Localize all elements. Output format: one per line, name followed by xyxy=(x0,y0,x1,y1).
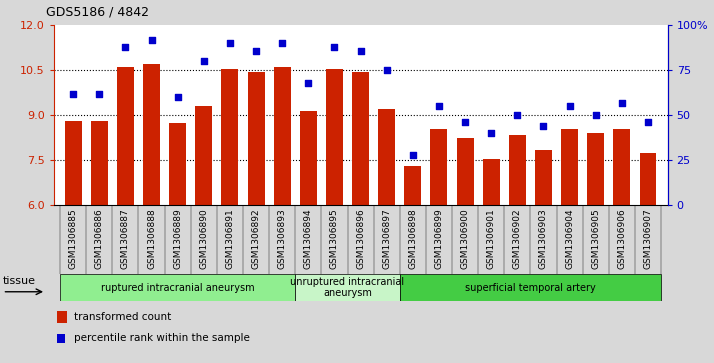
Point xyxy=(486,130,497,136)
Bar xyxy=(65,121,81,205)
Point xyxy=(381,68,393,73)
Bar xyxy=(60,274,296,301)
Text: GSM1306897: GSM1306897 xyxy=(382,208,391,269)
Bar xyxy=(273,68,291,205)
Text: GSM1306895: GSM1306895 xyxy=(330,208,339,269)
Text: GSM1306904: GSM1306904 xyxy=(565,208,574,269)
Text: percentile rank within the sample: percentile rank within the sample xyxy=(74,334,249,343)
Text: GSM1306899: GSM1306899 xyxy=(434,208,443,269)
Point xyxy=(198,58,209,64)
Text: GSM1306889: GSM1306889 xyxy=(174,208,182,269)
Text: GSM1306892: GSM1306892 xyxy=(251,208,261,269)
Text: GSM1306894: GSM1306894 xyxy=(304,208,313,269)
Point xyxy=(251,48,262,53)
Bar xyxy=(640,153,656,205)
Text: GSM1306905: GSM1306905 xyxy=(591,208,600,269)
Point xyxy=(276,40,288,46)
Text: GSM1306888: GSM1306888 xyxy=(147,208,156,269)
Bar xyxy=(117,68,134,205)
Bar xyxy=(221,69,238,205)
Text: GSM1306893: GSM1306893 xyxy=(278,208,287,269)
Bar xyxy=(509,135,526,205)
Text: GSM1306901: GSM1306901 xyxy=(487,208,496,269)
Point xyxy=(512,113,523,118)
Point xyxy=(303,80,314,86)
Bar xyxy=(296,274,400,301)
Point xyxy=(433,103,445,109)
Text: GSM1306906: GSM1306906 xyxy=(618,208,626,269)
Point xyxy=(328,44,340,50)
Point xyxy=(564,103,575,109)
Bar xyxy=(300,111,317,205)
Point xyxy=(120,44,131,50)
Point xyxy=(224,40,236,46)
Text: superficial temporal artery: superficial temporal artery xyxy=(465,283,595,293)
Bar xyxy=(326,69,343,205)
Point xyxy=(643,119,654,125)
Bar xyxy=(404,166,421,205)
Bar xyxy=(56,311,67,323)
Point xyxy=(459,119,471,125)
Bar xyxy=(456,138,473,205)
Bar xyxy=(56,334,65,343)
Text: GSM1306907: GSM1306907 xyxy=(643,208,653,269)
Text: GSM1306887: GSM1306887 xyxy=(121,208,130,269)
Point xyxy=(590,113,601,118)
Bar xyxy=(352,72,369,205)
Bar xyxy=(400,274,661,301)
Text: transformed count: transformed count xyxy=(74,312,171,322)
Text: GSM1306898: GSM1306898 xyxy=(408,208,417,269)
Text: GSM1306902: GSM1306902 xyxy=(513,208,522,269)
Bar xyxy=(378,109,395,205)
Bar xyxy=(483,159,500,205)
Text: unruptured intracranial
aneurysm: unruptured intracranial aneurysm xyxy=(291,277,405,298)
Text: GSM1306885: GSM1306885 xyxy=(69,208,78,269)
Bar xyxy=(248,72,265,205)
Point xyxy=(94,91,105,97)
Point xyxy=(172,94,183,100)
Point xyxy=(355,48,366,53)
Text: GSM1306903: GSM1306903 xyxy=(539,208,548,269)
Point xyxy=(616,100,628,106)
Bar xyxy=(196,106,212,205)
Bar xyxy=(561,129,578,205)
Bar xyxy=(587,133,604,205)
Text: GSM1306896: GSM1306896 xyxy=(356,208,365,269)
Point xyxy=(538,123,549,129)
Bar xyxy=(431,129,448,205)
Point xyxy=(146,37,157,43)
Text: GSM1306891: GSM1306891 xyxy=(226,208,234,269)
Bar xyxy=(535,150,552,205)
Bar xyxy=(91,121,108,205)
Bar xyxy=(613,129,630,205)
Text: ruptured intracranial aneurysm: ruptured intracranial aneurysm xyxy=(101,283,254,293)
Text: GSM1306890: GSM1306890 xyxy=(199,208,208,269)
Bar xyxy=(143,64,160,205)
Text: GSM1306886: GSM1306886 xyxy=(95,208,104,269)
Text: GSM1306900: GSM1306900 xyxy=(461,208,470,269)
Point xyxy=(67,91,79,97)
Text: GDS5186 / 4842: GDS5186 / 4842 xyxy=(46,5,149,18)
Bar xyxy=(169,123,186,205)
Point xyxy=(407,152,418,158)
Text: tissue: tissue xyxy=(3,276,36,286)
